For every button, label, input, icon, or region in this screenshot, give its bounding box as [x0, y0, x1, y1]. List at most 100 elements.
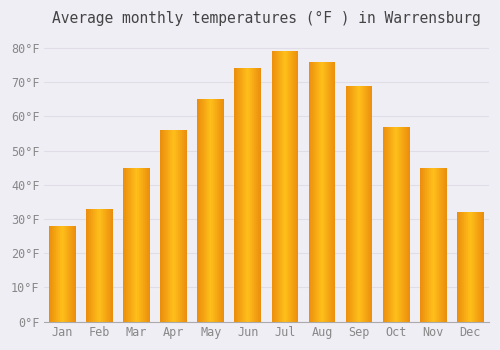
- Bar: [353, 85, 354, 322]
- Bar: [171, 130, 172, 322]
- Bar: [428, 168, 429, 322]
- Bar: [386, 127, 387, 322]
- Bar: [385, 127, 386, 322]
- Bar: [253, 69, 254, 322]
- Bar: [371, 85, 372, 322]
- Bar: [105, 209, 106, 322]
- Bar: [467, 212, 468, 322]
- Bar: [272, 51, 273, 322]
- Bar: [103, 209, 104, 322]
- Bar: [110, 209, 111, 322]
- Bar: [291, 51, 292, 322]
- Bar: [166, 130, 167, 322]
- Bar: [426, 168, 427, 322]
- Bar: [279, 51, 280, 322]
- Bar: [349, 85, 350, 322]
- Bar: [407, 127, 408, 322]
- Bar: [218, 99, 220, 322]
- Bar: [430, 168, 431, 322]
- Bar: [174, 130, 175, 322]
- Bar: [394, 127, 395, 322]
- Bar: [88, 209, 90, 322]
- Bar: [165, 130, 166, 322]
- Bar: [348, 85, 349, 322]
- Bar: [210, 99, 212, 322]
- Bar: [364, 85, 365, 322]
- Bar: [69, 226, 70, 322]
- Bar: [254, 69, 255, 322]
- Bar: [389, 127, 390, 322]
- Bar: [141, 168, 142, 322]
- Bar: [242, 69, 243, 322]
- Bar: [287, 51, 288, 322]
- Bar: [241, 69, 242, 322]
- Bar: [284, 51, 285, 322]
- Bar: [182, 130, 183, 322]
- Bar: [143, 168, 144, 322]
- Bar: [314, 62, 316, 322]
- Bar: [128, 168, 129, 322]
- Bar: [383, 127, 384, 322]
- Bar: [464, 212, 465, 322]
- Bar: [172, 130, 173, 322]
- Bar: [127, 168, 128, 322]
- Bar: [162, 130, 163, 322]
- Bar: [140, 168, 141, 322]
- Bar: [424, 168, 425, 322]
- Bar: [51, 226, 52, 322]
- Bar: [255, 69, 256, 322]
- Bar: [111, 209, 112, 322]
- Bar: [286, 51, 287, 322]
- Bar: [49, 226, 50, 322]
- Bar: [62, 226, 63, 322]
- Bar: [297, 51, 298, 322]
- Bar: [367, 85, 368, 322]
- Bar: [65, 226, 66, 322]
- Bar: [169, 130, 170, 322]
- Bar: [332, 62, 334, 322]
- Bar: [71, 226, 72, 322]
- Bar: [92, 209, 94, 322]
- Bar: [204, 99, 206, 322]
- Bar: [184, 130, 185, 322]
- Bar: [320, 62, 322, 322]
- Bar: [75, 226, 76, 322]
- Bar: [186, 130, 187, 322]
- Bar: [478, 212, 479, 322]
- Bar: [148, 168, 149, 322]
- Bar: [183, 130, 184, 322]
- Bar: [70, 226, 71, 322]
- Bar: [247, 69, 248, 322]
- Bar: [252, 69, 253, 322]
- Bar: [296, 51, 297, 322]
- Bar: [400, 127, 401, 322]
- Bar: [432, 168, 434, 322]
- Bar: [256, 69, 257, 322]
- Bar: [56, 226, 57, 322]
- Bar: [444, 168, 446, 322]
- Bar: [356, 85, 357, 322]
- Bar: [96, 209, 98, 322]
- Bar: [178, 130, 179, 322]
- Bar: [59, 226, 60, 322]
- Bar: [112, 209, 113, 322]
- Bar: [395, 127, 396, 322]
- Bar: [55, 226, 56, 322]
- Bar: [362, 85, 363, 322]
- Bar: [234, 69, 235, 322]
- Bar: [216, 99, 218, 322]
- Bar: [164, 130, 165, 322]
- Bar: [481, 212, 482, 322]
- Bar: [405, 127, 406, 322]
- Bar: [214, 99, 216, 322]
- Bar: [54, 226, 55, 322]
- Bar: [185, 130, 186, 322]
- Bar: [352, 85, 353, 322]
- Bar: [359, 85, 360, 322]
- Bar: [398, 127, 399, 322]
- Bar: [131, 168, 132, 322]
- Bar: [312, 62, 314, 322]
- Bar: [470, 212, 471, 322]
- Bar: [198, 99, 200, 322]
- Bar: [471, 212, 472, 322]
